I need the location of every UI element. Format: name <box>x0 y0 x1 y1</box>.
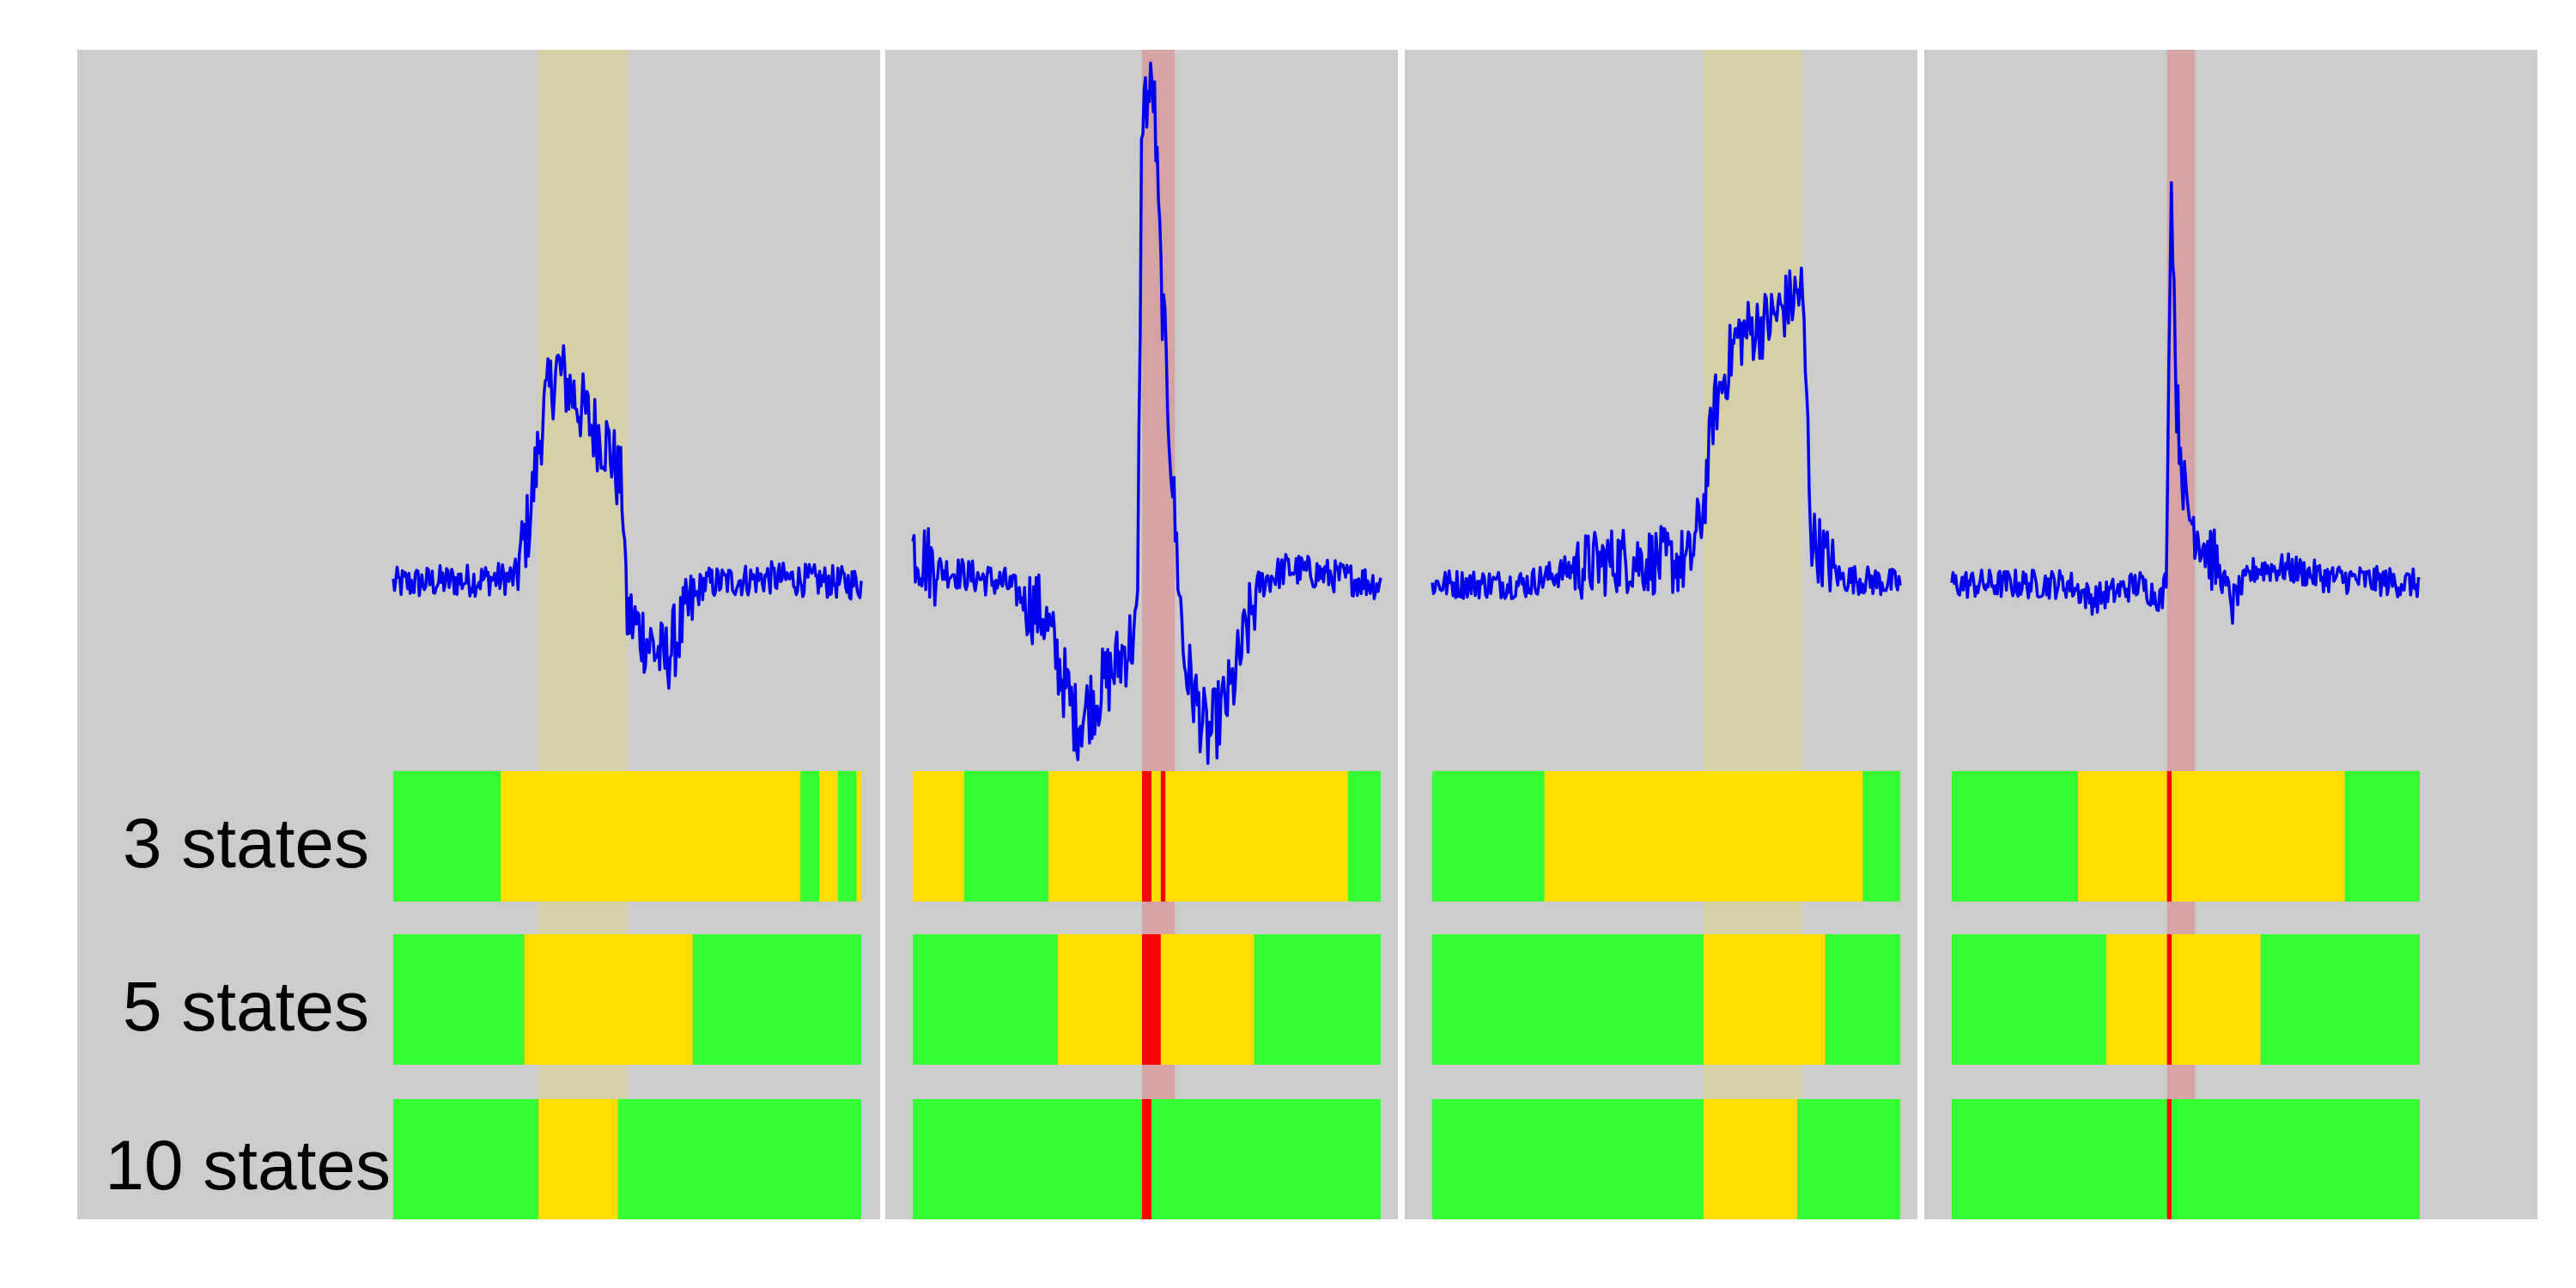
signal-trace-2 <box>911 61 1382 765</box>
state-segment-p2-10-states-2 <box>1142 1099 1151 1219</box>
state-segment-p4-5-states-4 <box>2172 934 2261 1065</box>
state-segment-p3-5-states-2 <box>1704 934 1826 1065</box>
state-segment-p3-10-states-3 <box>1797 1099 1900 1219</box>
state-segment-p4-5-states-2 <box>2105 934 2167 1065</box>
state-segment-p3-5-states-3 <box>1825 934 1900 1065</box>
state-segment-p2-3-states-4 <box>1142 771 1151 902</box>
state-segment-p2-5-states-2 <box>1057 934 1143 1065</box>
state-segment-p1-5-states-1 <box>393 934 525 1065</box>
state-segment-p4-10-states-2 <box>2166 1099 2172 1219</box>
state-segment-p4-5-states-3 <box>2166 934 2172 1065</box>
state-segment-p2-5-states-3 <box>1142 934 1161 1065</box>
signal-trace-4 <box>1950 180 2421 625</box>
state-segment-p2-5-states-4 <box>1160 934 1255 1065</box>
state-segment-p1-3-states-2 <box>501 771 801 902</box>
panel-separator-2 <box>1400 50 1405 1219</box>
state-segment-p3-3-states-3 <box>1862 771 1900 902</box>
state-segment-p1-10-states-3 <box>617 1099 861 1219</box>
state-segment-p2-3-states-5 <box>1151 771 1161 902</box>
state-segment-p2-3-states-1 <box>913 771 964 902</box>
state-segment-p1-5-states-2 <box>524 934 693 1065</box>
state-segment-p3-3-states-2 <box>1544 771 1863 902</box>
state-segment-p2-5-states-1 <box>913 934 1058 1065</box>
state-segment-p1-3-states-3 <box>800 771 819 902</box>
state-segment-p2-3-states-6 <box>1160 771 1166 902</box>
state-segment-p2-3-states-2 <box>963 771 1049 902</box>
state-segment-p4-3-states-1 <box>1952 771 2079 902</box>
state-segment-p2-10-states-3 <box>1151 1099 1381 1219</box>
state-segment-p2-5-states-5 <box>1254 934 1381 1065</box>
state-segment-p4-3-states-3 <box>2166 771 2172 902</box>
state-segment-p2-3-states-3 <box>1048 771 1143 902</box>
state-segment-p1-5-states-3 <box>692 934 861 1065</box>
state-segment-p1-10-states-2 <box>538 1099 618 1219</box>
state-segment-p3-3-states-1 <box>1432 771 1545 902</box>
state-segment-p3-5-states-1 <box>1432 934 1704 1065</box>
signal-trace-1 <box>392 343 863 690</box>
state-segment-p2-3-states-7 <box>1165 771 1348 902</box>
state-segment-p4-3-states-4 <box>2172 771 2345 902</box>
state-segment-p2-10-states-1 <box>913 1099 1143 1219</box>
state-segment-p3-10-states-2 <box>1704 1099 1798 1219</box>
state-segment-p3-10-states-1 <box>1432 1099 1704 1219</box>
state-segment-p4-10-states-1 <box>1952 1099 2167 1219</box>
state-segment-p1-10-states-1 <box>393 1099 538 1219</box>
state-segment-p4-5-states-1 <box>1952 934 2106 1065</box>
signal-trace-3 <box>1431 266 1902 601</box>
state-segment-p1-3-states-1 <box>393 771 501 902</box>
state-segment-p1-3-states-4 <box>818 771 838 902</box>
row-label-10-states: 10 states <box>105 1127 391 1205</box>
panel-separator-3 <box>1920 50 1924 1219</box>
state-segment-p1-3-states-5 <box>837 771 857 902</box>
state-segment-p4-3-states-2 <box>2078 771 2167 902</box>
row-label-3-states: 3 states <box>123 805 369 883</box>
state-segment-p4-5-states-5 <box>2260 934 2420 1065</box>
state-segment-p2-3-states-8 <box>1347 771 1381 902</box>
state-segment-p4-3-states-5 <box>2344 771 2420 902</box>
panel-separator-1 <box>881 50 885 1219</box>
state-segment-p1-3-states-6 <box>856 771 861 902</box>
row-label-5-states: 5 states <box>123 968 369 1046</box>
state-segment-p4-10-states-3 <box>2172 1099 2420 1219</box>
panels-layer <box>77 50 2537 1219</box>
